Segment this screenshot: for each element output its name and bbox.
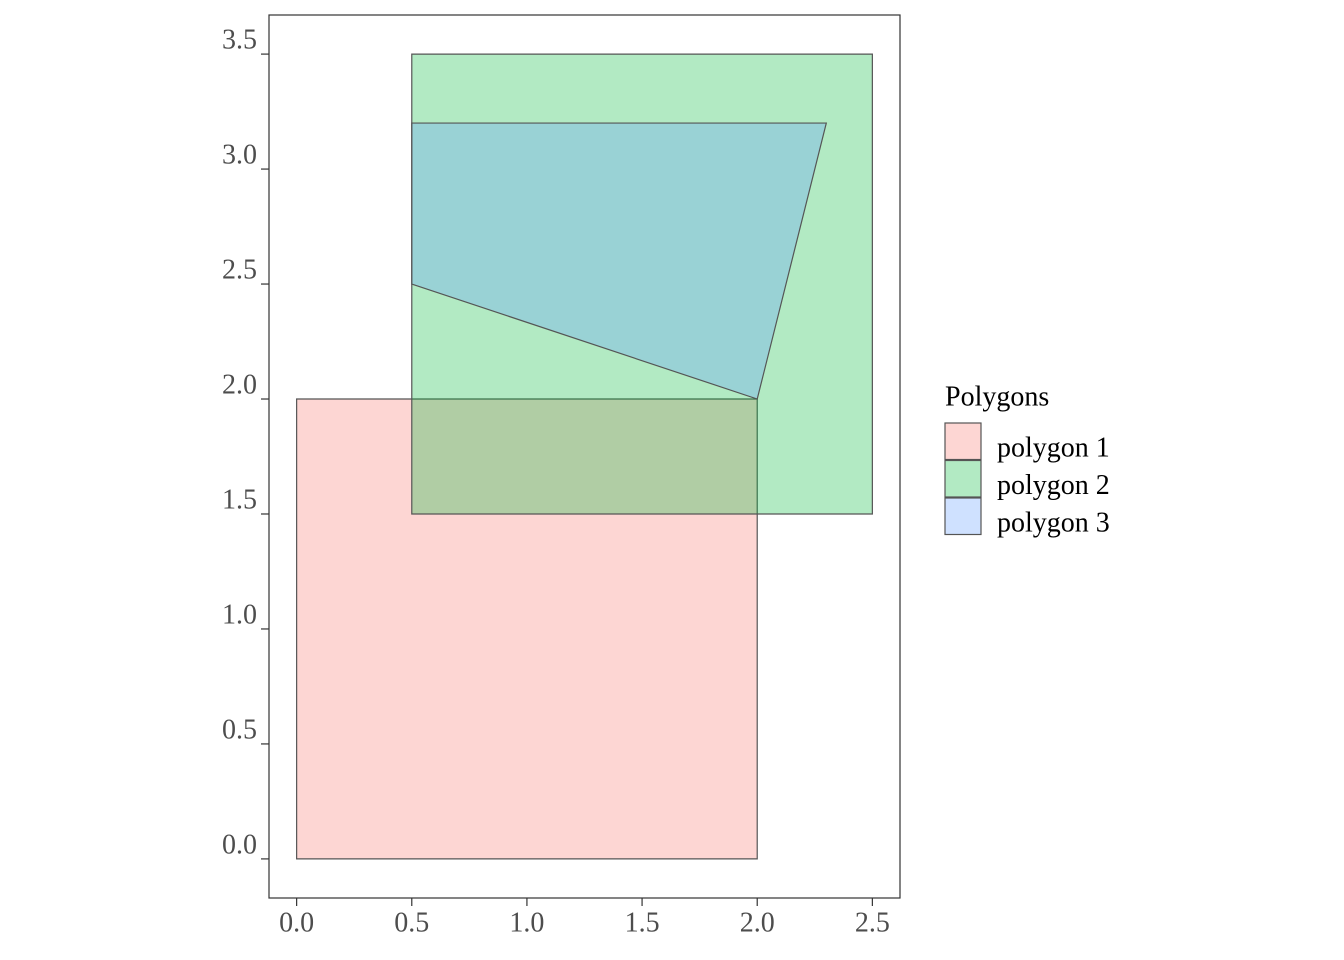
legend-key [944, 422, 982, 461]
legend-label: polygon 3 [997, 507, 1110, 538]
legend-label: polygon 1 [997, 432, 1110, 463]
x-tick-label: 1.0 [509, 907, 544, 938]
y-tick-label: 0.0 [222, 829, 257, 860]
y-tick-label: 0.5 [222, 714, 257, 745]
y-tick-label: 3.0 [222, 139, 257, 170]
polygon [411, 122, 828, 400]
x-tick-label: 2.5 [855, 907, 890, 938]
legend-key [944, 497, 982, 536]
x-tick-label: 2.0 [740, 907, 775, 938]
y-tick-label: 2.5 [222, 254, 257, 285]
panel-border [268, 14, 901, 899]
y-tick-label: 1.5 [222, 484, 257, 515]
x-tick-label: 0.5 [394, 907, 429, 938]
legend-label: polygon 2 [997, 470, 1110, 501]
x-tick-label: 0.0 [279, 907, 314, 938]
x-tick-label: 1.5 [625, 907, 660, 938]
legend-key [944, 459, 982, 498]
y-tick-label: 2.0 [222, 369, 257, 400]
legend-title: Polygons [945, 381, 1049, 412]
y-tick-label: 1.0 [222, 599, 257, 630]
y-tick-label: 3.5 [222, 25, 257, 56]
